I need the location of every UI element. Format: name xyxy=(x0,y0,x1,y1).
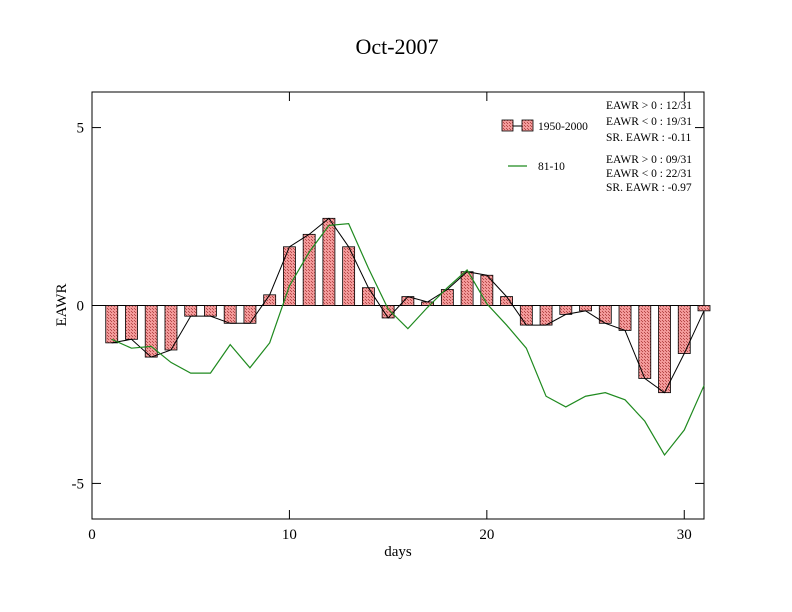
bar xyxy=(677,305,691,354)
bar xyxy=(243,305,257,324)
legend-bar-swatch-right xyxy=(521,119,534,132)
bar xyxy=(500,296,513,306)
bar xyxy=(519,305,533,326)
bar xyxy=(184,305,198,317)
stat-8110-sr: SR. EAWR : -0.97 xyxy=(606,182,692,194)
bar xyxy=(223,305,237,324)
bar xyxy=(697,305,711,312)
y-tick-label: -5 xyxy=(72,476,85,492)
y-axis-label: EAWR xyxy=(54,284,70,327)
y-tick-label: 0 xyxy=(77,299,85,315)
legend-label-81-10: 81-10 xyxy=(538,161,565,173)
bar xyxy=(125,305,138,340)
bar xyxy=(302,233,316,306)
legend-label-1950-2000: 1950-2000 xyxy=(538,121,588,133)
x-tick-label: 20 xyxy=(479,527,494,543)
bar xyxy=(658,305,671,394)
y-tick-label: 5 xyxy=(77,121,85,137)
x-axis-label: days xyxy=(384,544,412,560)
x-axis-ticks: 0 10 20 30 xyxy=(88,92,692,543)
bar xyxy=(579,305,592,312)
bar xyxy=(204,305,217,317)
chart-title: Oct-2007 xyxy=(355,34,438,59)
bar-series xyxy=(105,217,711,394)
stat-1950-pos: EAWR > 0 : 12/31 xyxy=(606,100,692,112)
x-tick-label: 0 xyxy=(88,527,96,543)
x-tick-label: 10 xyxy=(282,527,297,543)
bar xyxy=(539,305,553,326)
bar xyxy=(618,305,632,331)
stat-8110-pos: EAWR > 0 : 09/31 xyxy=(606,154,692,166)
bar xyxy=(559,305,573,315)
x-tick-label: 30 xyxy=(677,527,692,543)
legend: 1950-2000 81-10 xyxy=(501,119,588,173)
stat-8110-neg: EAWR < 0 : 22/31 xyxy=(606,168,692,180)
stat-1950-neg: EAWR < 0 : 19/31 xyxy=(606,116,692,128)
stats-block: EAWR > 0 : 12/31 EAWR < 0 : 19/31 SR. EA… xyxy=(606,100,692,194)
bar xyxy=(361,287,375,306)
bar xyxy=(105,305,119,344)
stat-1950-sr: SR. EAWR : -0.11 xyxy=(606,132,691,144)
series-line-1950-2000 xyxy=(111,217,705,394)
legend-bar-swatch-left xyxy=(501,119,514,132)
series-line-81-10 xyxy=(111,223,705,457)
